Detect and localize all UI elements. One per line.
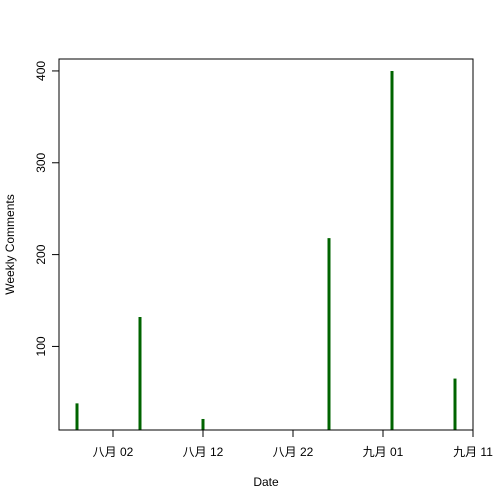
plot-frame [58,58,474,431]
y-tick-label-300: 300 [34,152,48,172]
y-tick-label-200: 200 [34,244,48,264]
y-tick-label-400: 400 [34,61,48,81]
x-tick-label-2023-09-11: 九月 11 [453,445,493,459]
y-tick-label-100: 100 [34,336,48,356]
x-axis-title: Date [253,475,279,489]
x-tick-label-2023-08-02: 八月 02 [93,445,134,459]
x-tick-label-2023-09-01: 九月 01 [363,445,404,459]
plot-marks [75,70,457,430]
y-axis-title: Weekly Comments [3,194,17,294]
x-tick-label-2023-08-22: 八月 22 [273,445,314,459]
x-axis: 八月 02 八月 12 八月 22 九月 01 九月 11 [93,430,493,459]
x-tick-label-2023-08-12: 八月 12 [183,445,224,459]
y-axis: 100 200 300 400 [34,61,59,356]
